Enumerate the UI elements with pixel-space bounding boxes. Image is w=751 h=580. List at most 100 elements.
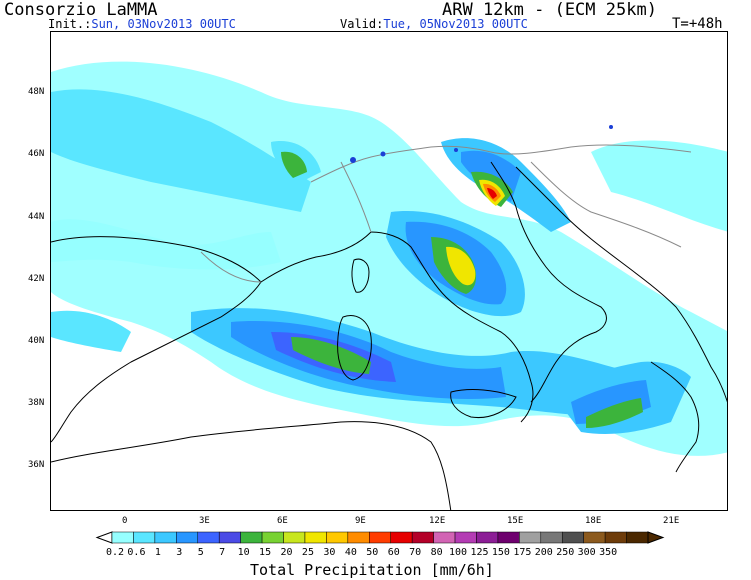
- colorbar-level-label: 20: [280, 547, 292, 558]
- lat-label: 48N: [28, 87, 45, 97]
- colorbar-level-label: 1: [155, 547, 161, 558]
- precip-area: [487, 188, 497, 199]
- precipitation-map: [50, 31, 728, 511]
- colorbar-swatch: [154, 531, 177, 544]
- init-time: Init.:Sun, 03Nov2013 00UTC: [48, 17, 236, 31]
- colorbar-level-label: 15: [259, 547, 271, 558]
- valid-time: Valid:Tue, 05Nov2013 00UTC: [340, 17, 528, 31]
- colorbar-level-label: 100: [449, 547, 467, 558]
- border-line: [200, 251, 262, 283]
- lead-time: T=+48h: [672, 16, 723, 32]
- colorbar-swatch: [133, 531, 156, 544]
- colorbar-level-label: 150: [492, 547, 510, 558]
- precip-area: [586, 398, 643, 428]
- coastline-france: [260, 231, 372, 283]
- colorbar-level-label: 10: [238, 547, 250, 558]
- border-line: [340, 161, 372, 233]
- coastline-greece: [650, 361, 700, 473]
- lon-label: 18E: [585, 516, 602, 526]
- lat-label: 44N: [28, 212, 45, 222]
- colorbar-swatch: [476, 531, 499, 544]
- colorbar-level-label: 350: [599, 547, 617, 558]
- valid-label: Valid:: [340, 17, 384, 31]
- lon-label: 9E: [355, 516, 366, 526]
- coastline-sicily: [450, 389, 517, 419]
- colorbar-swatch: [626, 531, 649, 544]
- lat-label: 40N: [28, 336, 45, 346]
- colorbar-level-label: 5: [198, 547, 204, 558]
- colorbar-level-label: 25: [302, 547, 314, 558]
- lon-label: 3E: [199, 516, 210, 526]
- border-line: [310, 145, 492, 183]
- country-borders: [200, 144, 692, 283]
- lat-label: 38N: [28, 398, 45, 408]
- colorbar-level-label: 60: [388, 547, 400, 558]
- valid-value: Tue, 05Nov2013 00UTC: [383, 17, 528, 31]
- colorbar-swatch: [347, 531, 370, 544]
- precip-area: [291, 337, 371, 374]
- border-line: [530, 161, 682, 248]
- lat-label: 42N: [28, 274, 45, 284]
- colorbar-swatch: [111, 531, 134, 544]
- colorbar-swatch: [197, 531, 220, 544]
- colorbar-swatch: [411, 531, 434, 544]
- model-title: ARW 12km - (ECM 25km): [442, 0, 657, 20]
- coastline-balkans: [515, 166, 727, 403]
- colorbar-swatch: [583, 531, 606, 544]
- coastline-italy-west: [370, 231, 534, 423]
- colorbar-level-label: 0.2: [106, 547, 124, 558]
- lon-label: 0: [122, 516, 128, 526]
- colorbar-swatch: [240, 531, 263, 544]
- colorbar-swatch: [304, 531, 327, 544]
- lat-label: 46N: [28, 149, 45, 159]
- coastlines: [51, 161, 727, 510]
- map-canvas: [51, 32, 727, 510]
- colorbar-level-label: 80: [431, 547, 443, 558]
- lake: [454, 148, 458, 152]
- coastline-north-africa: [51, 421, 452, 510]
- lon-label: 15E: [507, 516, 524, 526]
- colorbar-max-arrow: [647, 531, 665, 544]
- colorbar-labels: 0.2 0.6 1 3 5 7 10 15 20 25 30 40 50 60 70 80 100 125 150 1…: [106, 547, 617, 558]
- colorbar-level-label: 30: [323, 547, 335, 558]
- lon-label: 21E: [663, 516, 680, 526]
- source-title: Consorzio LaMMA: [4, 0, 158, 20]
- precip-area: [446, 246, 476, 286]
- colorbar-swatch: [519, 531, 542, 544]
- colorbar-level-label: 40: [345, 547, 357, 558]
- precipitation-field: [51, 61, 727, 456]
- colorbar-swatch: [326, 531, 349, 544]
- coastline-iberia: [51, 236, 262, 443]
- lakes-rivers: [350, 125, 613, 163]
- colorbar-swatch: [604, 531, 627, 544]
- lake: [380, 151, 386, 157]
- lat-label: 36N: [28, 460, 45, 470]
- lake: [350, 157, 356, 163]
- colorbar-level-label: 250: [556, 547, 574, 558]
- colorbar-swatches: [95, 531, 665, 544]
- colorbar-swatch: [433, 531, 456, 544]
- precip-area: [51, 310, 131, 352]
- colorbar-level-label: 3: [176, 547, 182, 558]
- colorbar-swatch: [369, 531, 391, 544]
- colorbar-level-label: 175: [513, 547, 531, 558]
- colorbar: 0.2 0.6 1 3 5 7 10 15 20 25 30 40 50 60 70 80 100 125 150 1…: [95, 531, 665, 558]
- colorbar-level-label: 50: [366, 547, 378, 558]
- colorbar-swatch: [540, 531, 563, 544]
- colorbar-swatch: [454, 531, 477, 544]
- colorbar-swatch: [390, 531, 413, 544]
- colorbar-title: Total Precipitation [mm/6h]: [250, 561, 494, 579]
- colorbar-swatch: [218, 531, 241, 544]
- coastline-italy-east: [490, 161, 607, 403]
- lake: [609, 125, 613, 129]
- border-line: [490, 144, 692, 155]
- colorbar-swatch: [176, 531, 199, 544]
- colorbar-level-label: 125: [470, 547, 488, 558]
- init-label: Init.:: [48, 17, 92, 31]
- precip-area: [281, 151, 307, 178]
- colorbar-swatch: [283, 531, 306, 544]
- coastline-sardinia: [337, 315, 372, 381]
- colorbar-swatch: [261, 531, 284, 544]
- colorbar-level-label: 70: [409, 547, 421, 558]
- colorbar-min-arrow: [95, 531, 113, 544]
